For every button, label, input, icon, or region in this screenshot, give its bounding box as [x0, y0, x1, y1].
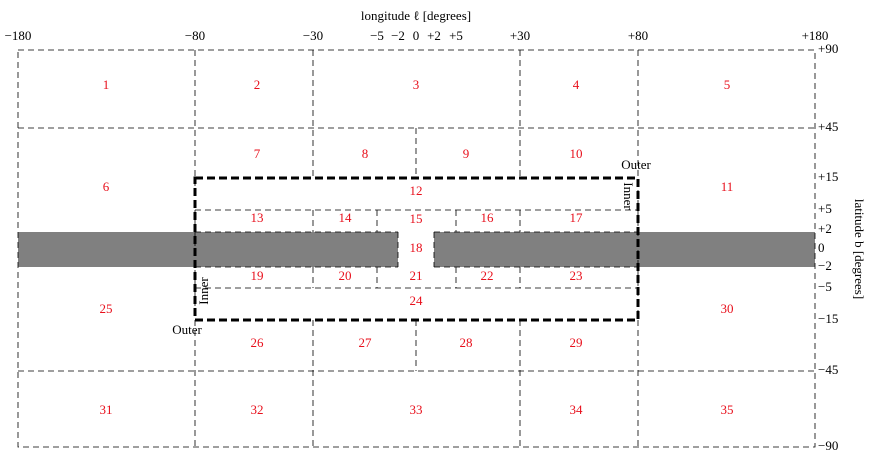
region-label: 33 — [410, 402, 423, 417]
y-tick-label: +15 — [818, 169, 838, 184]
region-label: 22 — [481, 268, 494, 283]
y-tick-label: +2 — [818, 221, 832, 236]
masked-band — [18, 232, 398, 267]
inner-lines — [195, 209, 638, 289]
region-label: 14 — [339, 210, 353, 225]
y-tick-label: 0 — [818, 240, 825, 255]
layout — [17, 49, 816, 448]
x-tick-label: −80 — [185, 28, 205, 43]
y-tick-label: −5 — [818, 279, 832, 294]
region-label: 4 — [573, 77, 580, 92]
y-tick-label: +90 — [818, 41, 838, 56]
y-tick-label: −2 — [818, 258, 832, 273]
region-label: 16 — [481, 210, 495, 225]
region-label: 30 — [721, 301, 734, 316]
region-label: 20 — [339, 268, 352, 283]
x-tick-label: −180 — [5, 28, 32, 43]
x-tick-label: −2 — [391, 28, 405, 43]
x-tick-label: −30 — [303, 28, 323, 43]
region-label: 35 — [721, 402, 734, 417]
region-label: 21 — [410, 268, 423, 283]
region-label: 24 — [410, 293, 424, 308]
region-label: 27 — [359, 335, 373, 350]
x-tick-label: +80 — [628, 28, 648, 43]
annotation: Outer — [621, 157, 651, 172]
y-axis-label: latitude b [degrees] — [852, 199, 867, 299]
border — [17, 49, 816, 448]
y-tick-label: −45 — [818, 362, 838, 377]
x-tick-label: −5 — [370, 28, 384, 43]
region-label: 28 — [460, 335, 473, 350]
region-label: 8 — [362, 146, 369, 161]
x-tick-label: +2 — [427, 28, 441, 43]
region-label: 18 — [410, 240, 423, 255]
region-label: 5 — [724, 77, 731, 92]
x-tick-label: 0 — [413, 28, 420, 43]
region-label: 6 — [103, 179, 110, 194]
region-label: 12 — [410, 183, 423, 198]
region-label: 2 — [254, 77, 261, 92]
region-label: 25 — [100, 301, 113, 316]
x-tick-label: +30 — [510, 28, 530, 43]
y-tick-label: +5 — [818, 201, 832, 216]
masked-band — [434, 232, 815, 267]
region-label: 26 — [251, 335, 265, 350]
y-tick-label: +45 — [818, 119, 838, 134]
x-axis-label: longitude ℓ [degrees] — [361, 8, 471, 23]
region-label: 19 — [251, 268, 264, 283]
region-label: 7 — [254, 146, 261, 161]
region-label: 32 — [251, 402, 264, 417]
region-label: 10 — [570, 146, 583, 161]
x-tick-label: +5 — [449, 28, 463, 43]
y-tick-label: −90 — [818, 438, 838, 453]
region-label: 34 — [570, 402, 584, 417]
annotation: Inner — [621, 182, 636, 210]
annotation: Outer — [172, 322, 202, 337]
x-tick-label: +180 — [802, 28, 829, 43]
region-label: 9 — [463, 146, 470, 161]
outer-box — [193, 176, 640, 322]
grid-lines — [18, 50, 815, 447]
annotation: Inner — [196, 277, 211, 305]
region-label: 23 — [570, 268, 583, 283]
region-label: 29 — [570, 335, 583, 350]
y-tick-label: −15 — [818, 311, 838, 326]
region-label: 1 — [103, 77, 110, 92]
region-label: 31 — [100, 402, 113, 417]
region-label: 3 — [413, 77, 420, 92]
region-label: 13 — [251, 210, 264, 225]
region-label: 11 — [721, 179, 734, 194]
region-label: 17 — [570, 210, 584, 225]
region-label: 15 — [410, 211, 423, 226]
